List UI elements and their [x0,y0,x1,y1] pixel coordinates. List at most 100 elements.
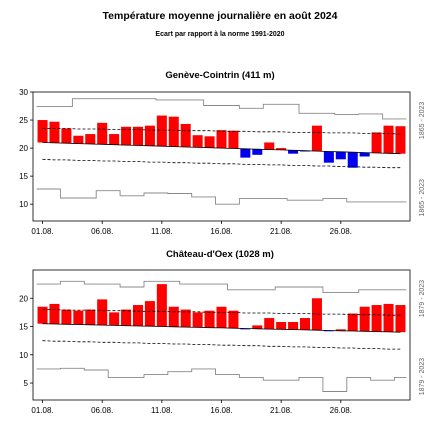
panel2-anomaly-bar [347,313,358,332]
panel2-anomaly-bar [168,306,179,327]
panel1-x-tick-label: 01.08. [31,227,53,236]
chart-main-title: Température moyenne journalière en août … [102,10,338,22]
panel2-anomaly-bar [132,305,143,326]
panel2-anomaly-bar [97,299,108,326]
panel2-anomaly-bar [204,310,215,328]
panel2-anomaly-bar [85,309,96,325]
panel1-y-tick-label: 20 [19,144,28,153]
panel2-x-tick-label: 21.08. [270,406,292,415]
panel2-anomaly-bar [49,303,60,324]
panel2-anomaly-bar [37,306,48,324]
panel2-anomaly-bar [228,310,239,329]
panel2-anomaly-bar [61,309,72,325]
panel1-y-tick-label: 25 [19,116,28,125]
panel1-chart: Genève-Cointrin (411 m) 10 15 20 25 30 01.08. 0… [19,70,426,236]
panel2-anomaly-bar [121,309,132,326]
panel1-anomaly-bar [192,135,203,148]
panel1-x-tick-label: 06.08. [91,227,113,236]
panel2-record-max-line [36,280,407,294]
panel2-norm-lower-line [42,340,401,350]
panel2-anomaly-bar [192,312,203,328]
panel1-x-tick-label: 11.08. [151,227,173,236]
panel1-anomaly-bar [97,122,108,145]
panel1-norm-lower-line [42,158,401,169]
panel1-x-tick-label: 26.08. [330,227,352,236]
panel1-anomaly-bar [156,115,167,147]
panel1-anomaly-bar [311,125,322,152]
panel2-anomaly-bar [288,322,299,330]
panel1-anomaly-bar [109,134,120,145]
panel2-anomaly-bar [395,305,406,333]
panel2-anomaly-bar [371,305,382,332]
panel2-x-tick-label: 16.08. [210,406,232,415]
panel2-norm-line [42,323,401,333]
panel2-frame [32,269,411,401]
panel2-y-tick-label: 15 [19,323,28,332]
panel1-record-min-line [36,188,407,205]
panel2-anomaly-bar [383,303,394,332]
panel1-x-tick-label: 21.08. [270,227,292,236]
panel1-x-tick-label: 16.08. [210,227,232,236]
panel1-anomaly-bar [132,126,143,146]
panel2-anomaly-bar [180,309,191,328]
panel1-anomaly-bar [288,150,299,154]
panel2-record-period-upper: 1879 - 2023 [419,280,426,317]
panel2-x-tick-label: 01.08. [31,406,53,415]
panel2-anomaly-bar [240,328,251,330]
panel2-anomaly-bar [144,301,155,327]
panel1-anomaly-bar [371,132,382,153]
panel1-anomaly-bar [216,130,227,149]
panel1-anomaly-bar [121,126,132,146]
panel2-anomaly-bar [216,306,227,328]
panel1-anomaly-bar [359,152,370,157]
panel1-anomaly-bar [168,116,179,147]
panel2-x-tick-label: 11.08. [151,406,173,415]
panel1-record-period-upper: 1865 - 2023 [419,102,426,139]
panel2-x-tick-label: 06.08. [91,406,113,415]
panel2-x-tick-label: 26.08. [330,406,352,415]
panel1-anomaly-bar [252,149,263,155]
panel1-anomaly-bar [383,125,394,154]
panel1-title: Genève-Cointrin (411 m) [165,70,274,81]
panel1-y-tick-label: 30 [19,88,28,97]
panel1-y-tick-label: 10 [19,200,28,209]
panel2-anomaly-bar [359,306,370,332]
panel2-anomaly-bar [335,329,346,331]
panel2-anomaly-bar [300,318,311,330]
panel1-anomaly-bar [276,148,287,150]
panel1-anomaly-bar [37,120,48,143]
panel2-anomaly-bar [311,298,322,331]
panel1-record-max-line [36,98,407,120]
panel1-anomaly-bar [228,130,239,149]
panel1-anomaly-bar [300,150,311,152]
panel1-anomaly-bar [240,148,251,158]
panel2-anomaly-bar [156,284,167,327]
panel2-record-period-lower: 1879 - 2023 [419,358,426,395]
panel2-y-tick-label: 20 [19,294,28,303]
panel1-y-tick-label: 15 [19,172,28,181]
panel1-anomaly-bar [85,134,96,144]
panel1-anomaly-bar [335,151,346,160]
panel2-anomaly-bar [264,318,275,330]
panel1-anomaly-bar [323,151,334,163]
panel1-anomaly-bar [395,126,406,154]
panel1-anomaly-bar [73,135,84,144]
panel2-anomaly-bar [109,312,120,326]
panel1-anomaly-bar [180,123,191,147]
panel1-anomaly-bar [49,121,60,143]
panel1-record-period-lower: 1865 - 2023 [419,179,426,216]
panel2-anomaly-bar [276,322,287,330]
panel1-anomaly-bar [204,136,215,148]
panel2-title: Château-d'Oex (1028 m) [166,249,274,260]
panel2-anomaly-bar [252,325,263,329]
panel2-y-tick-label: 5 [24,379,29,388]
panel1-norm-line [42,142,401,155]
panel1-anomaly-bar [144,125,155,146]
panel1-anomaly-bar [61,128,72,144]
panel1-anomaly-bar [347,152,358,168]
panel2-record-min-line [36,367,407,392]
panel2-chart: Château-d'Oex (1028 m) 5 10 15 20 01.08. 06.08… [19,249,426,415]
chart-subtitle: Ecart par rapport à la norme 1991-2020 [155,31,285,38]
panel1-anomaly-bar [264,142,275,150]
